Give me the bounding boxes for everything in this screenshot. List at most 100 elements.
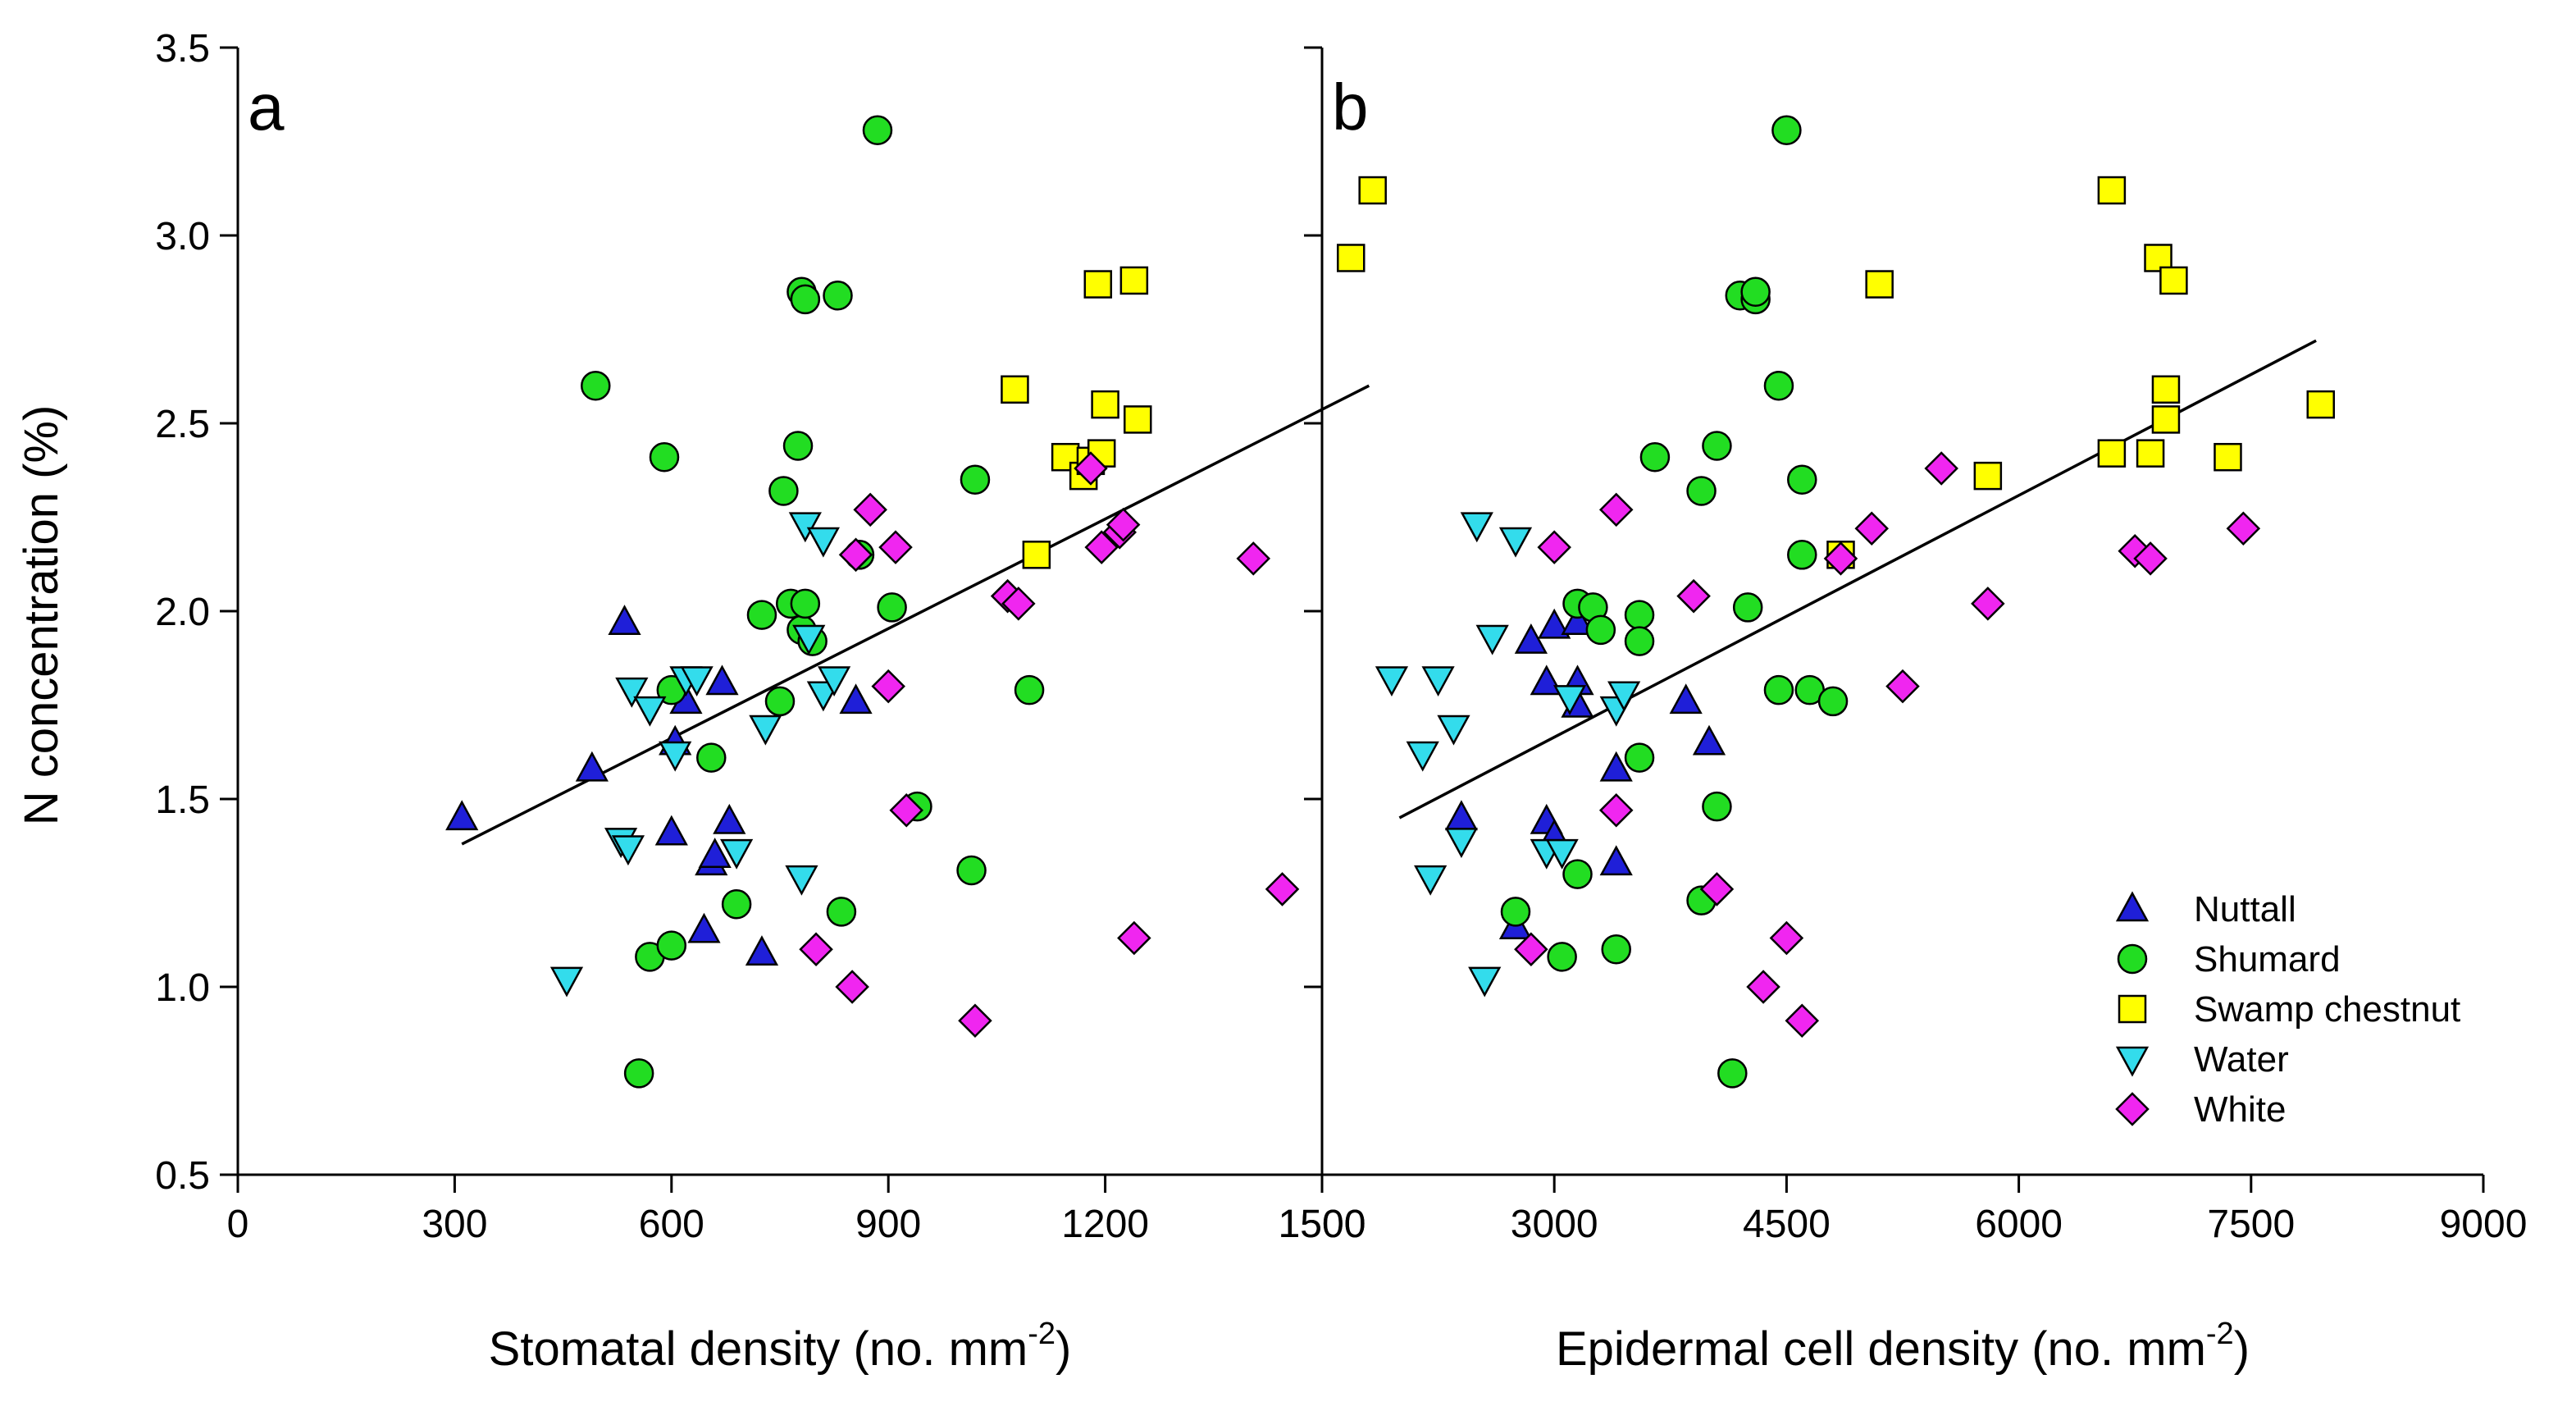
x-tick-label: 6000: [1975, 1203, 2063, 1246]
data-point: [1732, 592, 1763, 623]
series-white: [799, 451, 1300, 1038]
series-water: [549, 512, 851, 998]
data-point: [2214, 442, 2242, 472]
data-point: [2097, 176, 2127, 205]
data-point: [764, 686, 796, 717]
data-point: [746, 600, 777, 630]
legend-label: Swamp chestnut: [2194, 989, 2460, 1030]
data-point: [1545, 838, 1579, 870]
data-point: [654, 815, 688, 846]
data-point: [1686, 476, 1717, 506]
x-axis-title-superscript: -2: [2206, 1317, 2234, 1351]
data-point: [1771, 115, 1802, 146]
data-point: [1702, 431, 1732, 461]
data-point: [1001, 587, 1036, 621]
x-axis-title: Stomatal density (no. mm-2): [489, 1317, 1072, 1376]
legend-marker: [2115, 891, 2150, 922]
series-white: [1514, 451, 2261, 1038]
y-tick-label: 3.0: [155, 215, 210, 258]
data-point: [960, 464, 991, 495]
data-point: [1669, 683, 1703, 715]
legend-marker: [2115, 1092, 2150, 1126]
data-point: [615, 677, 649, 708]
data-point: [1624, 600, 1655, 630]
data-point: [1117, 920, 1151, 956]
x-tick-label: 300: [422, 1203, 487, 1246]
data-point: [1785, 1003, 1820, 1038]
legend-marker: [2118, 994, 2147, 1024]
data-point: [1468, 966, 1502, 998]
data-point: [1001, 375, 1029, 404]
data-point: [2151, 405, 2181, 434]
data-point: [1124, 405, 1152, 434]
legend-label: Water: [2194, 1039, 2289, 1080]
y-tick-label: 3.5: [155, 27, 210, 71]
y-tick-label: 2.5: [155, 403, 210, 446]
data-point: [1358, 176, 1387, 205]
data-point: [1106, 507, 1141, 542]
panel-letter: a: [248, 71, 285, 144]
data-point: [1973, 461, 2003, 491]
data-point: [1717, 1058, 1748, 1089]
data-point: [1854, 511, 1890, 546]
data-point: [862, 115, 893, 146]
data-point: [956, 855, 987, 886]
data-point: [1265, 872, 1300, 906]
data-point: [1787, 540, 1817, 570]
data-point: [889, 792, 924, 828]
y-tick-label: 1.5: [155, 778, 210, 822]
data-point: [1639, 441, 1671, 473]
data-point: [1763, 370, 1794, 401]
x-tick-label: 900: [855, 1203, 921, 1246]
data-point: [1598, 492, 1634, 527]
x-axis-title-close: ): [2234, 1322, 2250, 1376]
data-point: [1692, 724, 1726, 756]
data-point: [817, 666, 851, 697]
data-point: [1746, 970, 1780, 1004]
data-point: [1421, 666, 1455, 697]
data-point: [826, 897, 857, 927]
data-point: [1475, 624, 1509, 655]
legend: Nuttall Shumard Swamp chestnut Water White: [2115, 889, 2460, 1130]
x-tick-label: 600: [639, 1203, 704, 1246]
data-point: [1022, 541, 1051, 569]
data-point: [1083, 270, 1113, 299]
series-shumard: [1500, 115, 1849, 1089]
data-point: [1537, 530, 1571, 564]
data-point: [1865, 270, 1894, 299]
legend-item-swamp-chestnut: Swamp chestnut: [2118, 989, 2460, 1030]
data-point: [575, 751, 609, 782]
data-point: [2097, 439, 2127, 468]
legend-item-shumard: Shumard: [2117, 939, 2341, 979]
data-point: [623, 1058, 654, 1089]
data-point: [792, 624, 826, 655]
data-point: [698, 838, 732, 868]
data-point: [633, 696, 667, 727]
data-point: [785, 865, 818, 896]
data-point: [1585, 614, 1616, 646]
legend-marker: [2115, 1046, 2150, 1077]
data-point: [687, 912, 721, 943]
data-point: [720, 838, 754, 870]
trendline: [461, 384, 1370, 846]
series-swamp-chestnut: [1001, 176, 1387, 569]
y-tick-label: 2.0: [155, 591, 210, 634]
legend-marker: [2117, 943, 2148, 975]
data-point: [1607, 681, 1641, 712]
x-tick-label: 1500: [1279, 1203, 1366, 1246]
data-point: [1769, 920, 1804, 956]
series-nuttall: [1444, 605, 1726, 939]
data-point: [839, 683, 873, 715]
panel-letter: b: [1332, 71, 1369, 144]
x-tick-label: 1200: [1061, 1203, 1149, 1246]
data-point: [745, 935, 779, 966]
data-point: [871, 669, 905, 704]
panels: 0 300 600 900 1200 1500 0.5 1.0 1.5 2.0 2.5 3.0 3.5 a…: [155, 27, 2527, 1376]
data-point: [1500, 897, 1531, 927]
data-point: [1601, 934, 1631, 965]
legend-item-nuttall: Nuttall: [2115, 889, 2296, 929]
data-point: [2133, 541, 2168, 576]
series-nuttall: [445, 605, 873, 966]
data-point: [1119, 266, 1149, 295]
data-point: [1924, 451, 1958, 486]
